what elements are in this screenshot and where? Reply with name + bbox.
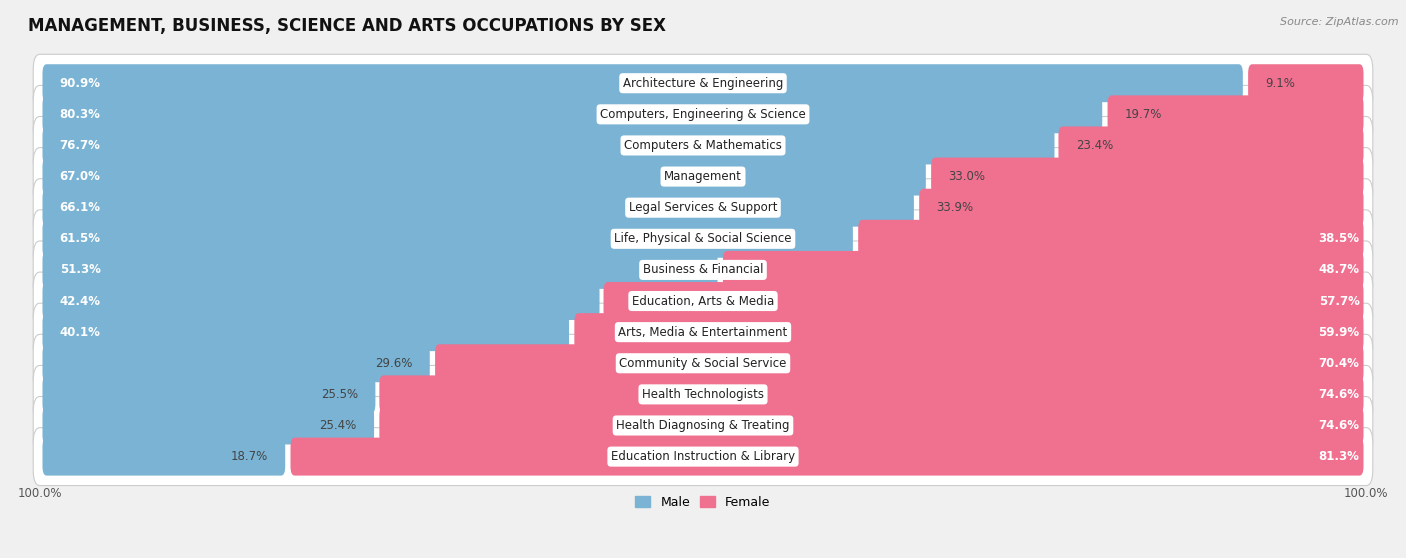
Text: Health Diagnosing & Treating: Health Diagnosing & Treating — [616, 419, 790, 432]
FancyBboxPatch shape — [1249, 64, 1364, 102]
Text: Community & Social Service: Community & Social Service — [619, 357, 787, 370]
FancyBboxPatch shape — [42, 127, 1054, 165]
Text: 90.9%: 90.9% — [59, 76, 101, 90]
FancyBboxPatch shape — [858, 220, 1364, 258]
FancyBboxPatch shape — [1108, 95, 1364, 133]
FancyBboxPatch shape — [931, 157, 1364, 195]
Text: 42.4%: 42.4% — [59, 295, 101, 307]
Text: 80.3%: 80.3% — [59, 108, 101, 121]
FancyBboxPatch shape — [380, 407, 1364, 445]
Text: Arts, Media & Entertainment: Arts, Media & Entertainment — [619, 326, 787, 339]
Text: 40.1%: 40.1% — [59, 326, 101, 339]
FancyBboxPatch shape — [291, 437, 1364, 475]
Text: Source: ZipAtlas.com: Source: ZipAtlas.com — [1281, 17, 1399, 27]
FancyBboxPatch shape — [603, 282, 1364, 320]
FancyBboxPatch shape — [34, 427, 1372, 485]
Text: 33.0%: 33.0% — [949, 170, 986, 183]
Text: 23.4%: 23.4% — [1076, 139, 1114, 152]
Text: Architecture & Engineering: Architecture & Engineering — [623, 76, 783, 90]
Text: Computers & Mathematics: Computers & Mathematics — [624, 139, 782, 152]
FancyBboxPatch shape — [34, 210, 1372, 268]
FancyBboxPatch shape — [34, 365, 1372, 424]
FancyBboxPatch shape — [42, 251, 717, 289]
Text: 70.4%: 70.4% — [1319, 357, 1360, 370]
FancyBboxPatch shape — [434, 344, 1364, 382]
Text: 76.7%: 76.7% — [59, 139, 101, 152]
Text: 59.9%: 59.9% — [1319, 326, 1360, 339]
Text: 51.3%: 51.3% — [59, 263, 101, 276]
FancyBboxPatch shape — [34, 85, 1372, 143]
Text: Business & Financial: Business & Financial — [643, 263, 763, 276]
FancyBboxPatch shape — [42, 189, 914, 227]
FancyBboxPatch shape — [42, 376, 375, 413]
FancyBboxPatch shape — [34, 117, 1372, 175]
Text: 33.9%: 33.9% — [936, 201, 973, 214]
FancyBboxPatch shape — [1059, 127, 1364, 165]
FancyBboxPatch shape — [723, 251, 1364, 289]
Text: Education, Arts & Media: Education, Arts & Media — [631, 295, 775, 307]
FancyBboxPatch shape — [42, 64, 1243, 102]
Text: 61.5%: 61.5% — [59, 232, 101, 246]
Text: 67.0%: 67.0% — [59, 170, 101, 183]
Text: 19.7%: 19.7% — [1125, 108, 1163, 121]
Text: Computers, Engineering & Science: Computers, Engineering & Science — [600, 108, 806, 121]
Text: 66.1%: 66.1% — [59, 201, 101, 214]
FancyBboxPatch shape — [42, 95, 1102, 133]
FancyBboxPatch shape — [920, 189, 1364, 227]
Text: 38.5%: 38.5% — [1319, 232, 1360, 246]
Text: MANAGEMENT, BUSINESS, SCIENCE AND ARTS OCCUPATIONS BY SEX: MANAGEMENT, BUSINESS, SCIENCE AND ARTS O… — [28, 17, 666, 35]
Text: 81.3%: 81.3% — [1319, 450, 1360, 463]
Text: 48.7%: 48.7% — [1319, 263, 1360, 276]
Text: 25.4%: 25.4% — [319, 419, 357, 432]
FancyBboxPatch shape — [34, 241, 1372, 299]
Text: 25.5%: 25.5% — [321, 388, 359, 401]
FancyBboxPatch shape — [42, 313, 569, 351]
FancyBboxPatch shape — [34, 148, 1372, 205]
Text: 74.6%: 74.6% — [1319, 419, 1360, 432]
FancyBboxPatch shape — [34, 303, 1372, 361]
Text: Health Technologists: Health Technologists — [643, 388, 763, 401]
Text: 29.6%: 29.6% — [375, 357, 412, 370]
FancyBboxPatch shape — [42, 344, 430, 382]
Text: Management: Management — [664, 170, 742, 183]
Legend: Male, Female: Male, Female — [630, 491, 776, 514]
FancyBboxPatch shape — [42, 407, 374, 445]
FancyBboxPatch shape — [42, 437, 285, 475]
FancyBboxPatch shape — [42, 157, 925, 195]
FancyBboxPatch shape — [380, 376, 1364, 413]
Text: 18.7%: 18.7% — [231, 450, 269, 463]
FancyBboxPatch shape — [34, 54, 1372, 112]
Text: 9.1%: 9.1% — [1265, 76, 1295, 90]
FancyBboxPatch shape — [34, 272, 1372, 330]
FancyBboxPatch shape — [42, 282, 599, 320]
Text: Education Instruction & Library: Education Instruction & Library — [612, 450, 794, 463]
FancyBboxPatch shape — [574, 313, 1364, 351]
FancyBboxPatch shape — [42, 220, 853, 258]
FancyBboxPatch shape — [34, 397, 1372, 454]
FancyBboxPatch shape — [34, 334, 1372, 392]
FancyBboxPatch shape — [34, 179, 1372, 237]
Text: Legal Services & Support: Legal Services & Support — [628, 201, 778, 214]
Text: 74.6%: 74.6% — [1319, 388, 1360, 401]
Text: Life, Physical & Social Science: Life, Physical & Social Science — [614, 232, 792, 246]
Text: 57.7%: 57.7% — [1319, 295, 1360, 307]
